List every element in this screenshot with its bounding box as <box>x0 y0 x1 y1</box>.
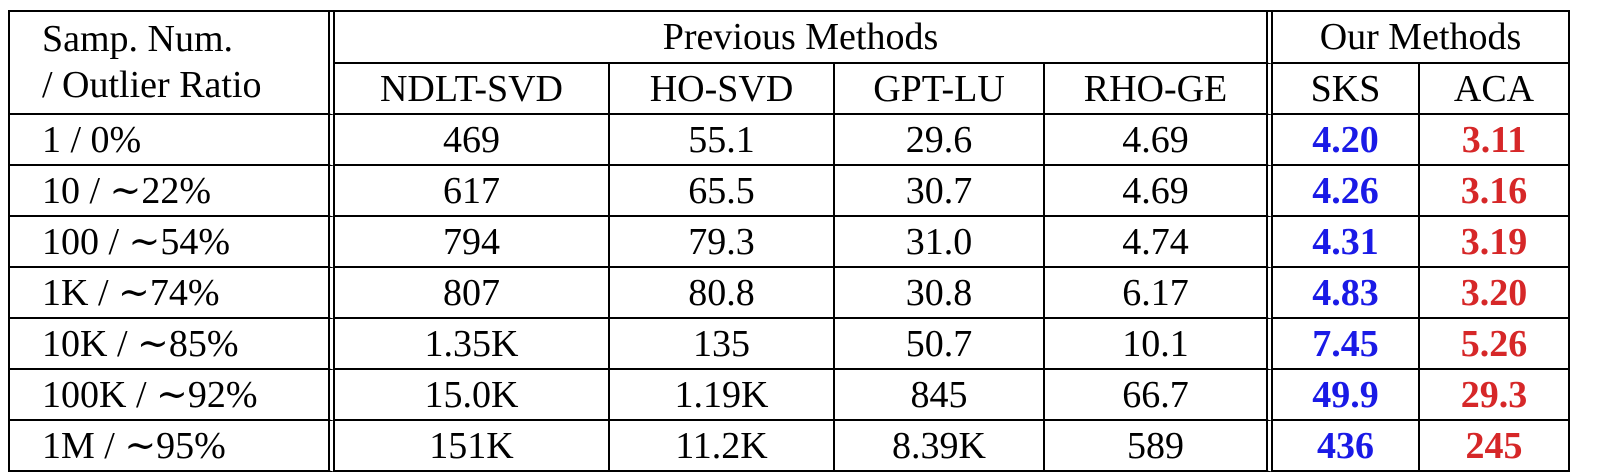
table-row: 10K / ∼85% 1.35K 135 50.7 10.1 7.45 5.26 <box>10 319 1571 370</box>
row-label: 10K / ∼85% <box>10 319 335 370</box>
column-header: SKS <box>1273 64 1420 115</box>
table-cell: 617 <box>335 166 610 217</box>
row-label: 10 / ∼22% <box>10 166 335 217</box>
table-row: 1K / ∼74% 807 80.8 30.8 6.17 4.83 3.20 <box>10 268 1571 319</box>
table-cell: 4.74 <box>1045 217 1273 268</box>
row-label: 1M / ∼95% <box>10 421 335 472</box>
group-header-ours: Our Methods <box>1273 12 1571 64</box>
table-cell: 1.35K <box>335 319 610 370</box>
table-cell: 4.69 <box>1045 115 1273 166</box>
table-cell-aca: 5.26 <box>1420 319 1571 370</box>
table-cell: 11.2K <box>610 421 835 472</box>
table-row: 100 / ∼54% 794 79.3 31.0 4.74 4.31 3.19 <box>10 217 1571 268</box>
row-label: 100 / ∼54% <box>10 217 335 268</box>
table-cell-sks: 7.45 <box>1273 319 1420 370</box>
table-row: 10 / ∼22% 617 65.5 30.7 4.69 4.26 3.16 <box>10 166 1571 217</box>
column-header: ACA <box>1420 64 1571 115</box>
table-cell-sks: 4.26 <box>1273 166 1420 217</box>
table-cell-sks: 4.20 <box>1273 115 1420 166</box>
table-cell: 55.1 <box>610 115 835 166</box>
table-cell-sks: 4.83 <box>1273 268 1420 319</box>
table-cell: 79.3 <box>610 217 835 268</box>
table-cell: 151K <box>335 421 610 472</box>
column-header: NDLT-SVD <box>335 64 610 115</box>
corner-header-line2: / Outlier Ratio <box>42 63 262 106</box>
table-cell: 80.8 <box>610 268 835 319</box>
table-cell-sks: 49.9 <box>1273 370 1420 421</box>
group-header-previous: Previous Methods <box>335 12 1273 64</box>
table-cell-aca: 3.11 <box>1420 115 1571 166</box>
row-label: 100K / ∼92% <box>10 370 335 421</box>
table-row: 100K / ∼92% 15.0K 1.19K 845 66.7 49.9 29… <box>10 370 1571 421</box>
corner-header: Samp. Num. / Outlier Ratio <box>10 12 335 115</box>
table-cell: 6.17 <box>1045 268 1273 319</box>
table-cell-aca: 3.20 <box>1420 268 1571 319</box>
table-cell-aca: 3.16 <box>1420 166 1571 217</box>
column-header: RHO-GE <box>1045 64 1273 115</box>
header-row-groups: Samp. Num. / Outlier Ratio Previous Meth… <box>10 12 1571 115</box>
table-cell: 15.0K <box>335 370 610 421</box>
table-cell-sks: 4.31 <box>1273 217 1420 268</box>
table-cell-aca: 3.19 <box>1420 217 1571 268</box>
table-cell: 469 <box>335 115 610 166</box>
table-cell-sks: 436 <box>1273 421 1420 472</box>
table-cell: 845 <box>835 370 1045 421</box>
results-table: Samp. Num. / Outlier Ratio Previous Meth… <box>8 10 1571 472</box>
table-cell: 29.6 <box>835 115 1045 166</box>
table-row: 1 / 0% 469 55.1 29.6 4.69 4.20 3.11 <box>10 115 1571 166</box>
table-cell: 1.19K <box>610 370 835 421</box>
table-cell: 10.1 <box>1045 319 1273 370</box>
table-cell: 31.0 <box>835 217 1045 268</box>
table-cell: 30.8 <box>835 268 1045 319</box>
table-cell: 66.7 <box>1045 370 1273 421</box>
table-cell-aca: 29.3 <box>1420 370 1571 421</box>
table-cell: 135 <box>610 319 835 370</box>
column-header: GPT-LU <box>835 64 1045 115</box>
table-cell: 589 <box>1045 421 1273 472</box>
table-row: 1M / ∼95% 151K 11.2K 8.39K 589 436 245 <box>10 421 1571 472</box>
table-cell: 8.39K <box>835 421 1045 472</box>
row-label: 1 / 0% <box>10 115 335 166</box>
table-cell: 807 <box>335 268 610 319</box>
table-cell: 4.69 <box>1045 166 1273 217</box>
corner-header-line1: Samp. Num. <box>42 17 234 60</box>
table-cell: 794 <box>335 217 610 268</box>
table-cell: 30.7 <box>835 166 1045 217</box>
table-cell: 65.5 <box>610 166 835 217</box>
row-label: 1K / ∼74% <box>10 268 335 319</box>
header-row-methods: NDLT-SVD HO-SVD GPT-LU RHO-GE SKS ACA <box>10 64 1571 115</box>
table-cell-aca: 245 <box>1420 421 1571 472</box>
table-cell: 50.7 <box>835 319 1045 370</box>
column-header: HO-SVD <box>610 64 835 115</box>
